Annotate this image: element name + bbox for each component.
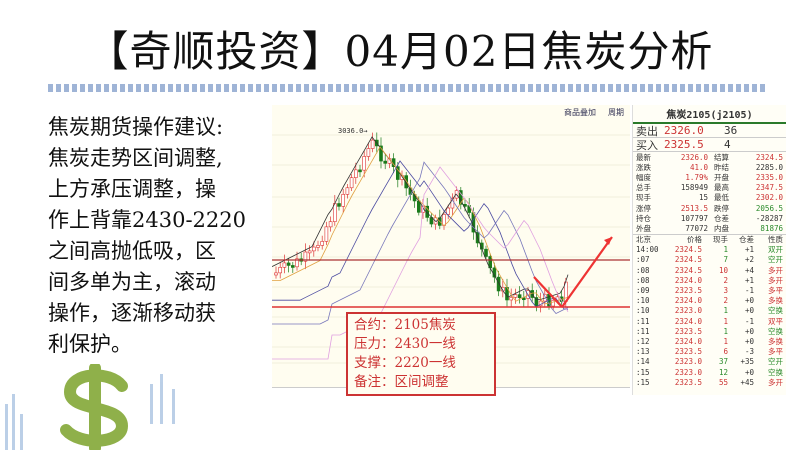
chart-toolbar: 商品叠加 周期 xyxy=(564,107,624,118)
moving-average-line xyxy=(272,160,569,310)
moving-average-line xyxy=(272,136,569,301)
advice-line: 上方承压调整，操 xyxy=(48,177,216,201)
stat-row: 涨停 2513.5 跌停 2056.5 xyxy=(636,203,783,213)
tick-row: :14 2323.0 37 +35 空开 xyxy=(636,357,783,367)
contract-note: 合约：2105焦炭 压力：2430一线 支撑：2220一线 备注：区间调整 xyxy=(346,312,496,396)
stat-row: 总手 158949 最高 2347.5 xyxy=(636,183,783,193)
advice-line: 之间高抛低吸，区 xyxy=(48,239,216,263)
advice-line: 利保护。 xyxy=(48,332,132,356)
candle xyxy=(278,267,282,274)
bid-row: 买入 2325.5 4 xyxy=(633,137,786,152)
stat-row: 现手 15 最低 2302.0 xyxy=(636,193,783,203)
tick-row: :09 2323.5 3 -1 多平 xyxy=(636,286,783,296)
candle xyxy=(446,207,450,215)
candle xyxy=(362,156,366,171)
candle xyxy=(509,297,513,301)
candle xyxy=(417,200,421,213)
tick-row: :08 2324.0 2 +1 多开 xyxy=(636,275,783,285)
tick-row: 14:00 2324.5 1 +1 双开 xyxy=(636,245,783,255)
note-line: 支撑：2220一线 xyxy=(354,355,456,371)
tick-row: :15 2323.5 55 +45 多开 xyxy=(636,377,783,387)
tick-row: :10 2323.0 1 +0 空换 xyxy=(636,306,783,316)
advice-line: 焦炭走势区间调整, xyxy=(48,146,223,170)
candle xyxy=(383,160,387,164)
arrow-head xyxy=(604,237,612,245)
candlestick-plot xyxy=(272,132,630,364)
peak-label: 3036.0→ xyxy=(338,127,368,135)
candle xyxy=(354,169,358,178)
candle xyxy=(316,245,320,248)
stat-row: 持仓 107797 仓差 -28287 xyxy=(636,213,783,223)
tick-row: :10 2324.0 2 +0 多换 xyxy=(636,296,783,306)
stats-table: 最新 2326.0 结算 2324.5 涨跌 41.0 昨结 2285.0 幅度 1.79% 开盘 2… xyxy=(633,151,786,234)
tick-row: :11 2323.5 1 +0 空换 xyxy=(636,326,783,336)
candle xyxy=(295,258,299,268)
candle xyxy=(324,226,329,242)
candle xyxy=(341,194,345,207)
stat-row: 外盘 77072 内盘 81876 xyxy=(636,223,783,233)
ask-row: 卖出 2326.0 36 xyxy=(636,124,738,138)
tick-table: 北京 价格 现手 仓差 性质 14:00 2324.5 1 +1 双开:07 2324.5 7 +2 空开… xyxy=(633,233,786,388)
candle xyxy=(328,221,333,228)
candle xyxy=(366,148,371,157)
note-line: 压力：2430一线 xyxy=(354,336,456,352)
page-title: 【奇顺投资】04月02日焦炭分析 xyxy=(86,27,714,76)
tick-row: :08 2324.5 10 +4 多开 xyxy=(636,265,783,275)
advice-line: 间多单为主，滚动 xyxy=(48,270,216,294)
candle xyxy=(517,294,522,299)
stat-row: 幅度 1.79% 开盘 2335.0 xyxy=(636,172,783,182)
trend-arrow xyxy=(533,236,613,308)
advice-line: 操作，逐渐移动获 xyxy=(48,301,216,325)
candle xyxy=(379,145,383,162)
candle xyxy=(282,262,287,268)
tick-header: 北京 价格 现手 仓差 性质 xyxy=(636,235,783,245)
moving-average-line xyxy=(272,161,569,325)
stat-row: 最新 2326.0 结算 2324.5 xyxy=(636,152,783,162)
period-button[interactable]: 周期 xyxy=(608,108,624,117)
candle xyxy=(290,265,295,268)
candle xyxy=(274,272,278,276)
candle xyxy=(349,177,354,189)
overlay-button[interactable]: 商品叠加 xyxy=(564,108,596,117)
quote-panel: 焦炭2105(j2105) 卖出 2326.0 36 买入 2325.5 4 最新 232… xyxy=(632,105,786,395)
tick-row: :07 2324.5 7 +2 空开 xyxy=(636,255,783,265)
note-line: 备注：区间调整 xyxy=(354,374,449,390)
candle xyxy=(337,203,341,207)
candle xyxy=(551,299,556,307)
moving-average-line xyxy=(272,146,569,305)
candle xyxy=(358,169,362,173)
candle xyxy=(534,297,539,307)
kline-chart: 商品叠加 周期 3036.0→ 合约：2105焦炭 压力：2430一线 支撑：2… xyxy=(272,105,630,396)
advice-line: 作上背靠2430-2220 xyxy=(48,208,246,232)
candle xyxy=(496,276,501,292)
candle xyxy=(513,294,518,298)
advice-line: 焦炭期货操作建议: xyxy=(48,115,224,139)
dollar-sign-decoration xyxy=(5,364,175,450)
candle xyxy=(320,241,325,246)
quote-header: 焦炭2105(j2105) xyxy=(633,105,786,124)
candle xyxy=(450,197,455,209)
tick-row: :11 2324.0 1 -1 双平 xyxy=(636,316,783,326)
candle xyxy=(370,139,375,149)
candle xyxy=(484,248,488,257)
note-line: 合约：2105焦炭 xyxy=(354,317,456,333)
candle xyxy=(442,214,446,226)
tick-row: :12 2324.0 1 +0 多换 xyxy=(636,336,783,346)
candle xyxy=(303,251,308,262)
candle xyxy=(307,250,312,254)
tick-row: :15 2323.0 12 +0 空换 xyxy=(636,367,783,377)
moving-average-line xyxy=(272,166,569,360)
candle xyxy=(404,175,408,189)
tick-row: :13 2323.5 6 -3 多平 xyxy=(636,347,783,357)
stat-row: 涨跌 41.0 昨结 2285.0 xyxy=(636,162,783,172)
candle xyxy=(311,246,316,252)
advice-text: 焦炭期货操作建议: 焦炭走势区间调整, 上方承压调整，操 作上背靠2430-22… xyxy=(48,112,273,360)
title-divider xyxy=(48,84,768,92)
candle xyxy=(345,187,350,195)
candle xyxy=(286,262,291,266)
candle xyxy=(522,297,526,301)
